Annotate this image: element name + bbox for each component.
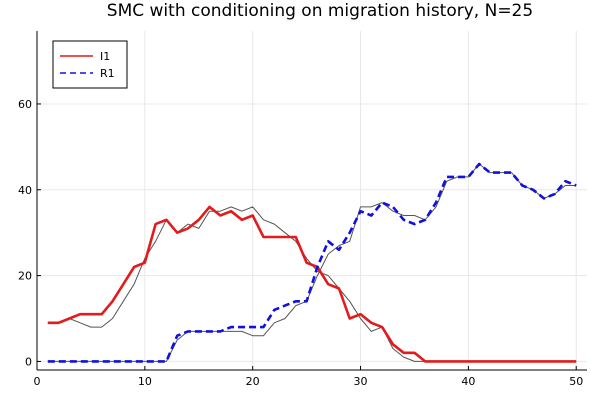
y-tick-label: 40 xyxy=(18,184,32,197)
x-tick-label: 10 xyxy=(138,375,152,388)
x-tick-label: 0 xyxy=(34,375,41,388)
y-tick-label: 0 xyxy=(25,355,32,368)
chart-title: SMC with conditioning on migration histo… xyxy=(107,1,533,21)
legend-box xyxy=(52,40,128,89)
x-tick-label: 40 xyxy=(461,375,475,388)
legend-label-i1: I1 xyxy=(100,50,110,63)
axes-layer: 0 10 20 30 40 50 0 20 40 60 xyxy=(18,31,587,388)
series-line-i1 xyxy=(47,205,577,363)
x-tick-label: 20 xyxy=(246,375,260,388)
y-tick-label: 60 xyxy=(18,98,32,111)
legend-label-r1: R1 xyxy=(100,67,115,80)
x-tick-label: 30 xyxy=(354,375,368,388)
x-tick-label: 50 xyxy=(569,375,583,388)
series-layer xyxy=(47,162,577,363)
y-tick-label: 20 xyxy=(18,270,32,283)
legend: I1 R1 xyxy=(52,40,128,89)
series-line-r1 xyxy=(47,162,577,363)
